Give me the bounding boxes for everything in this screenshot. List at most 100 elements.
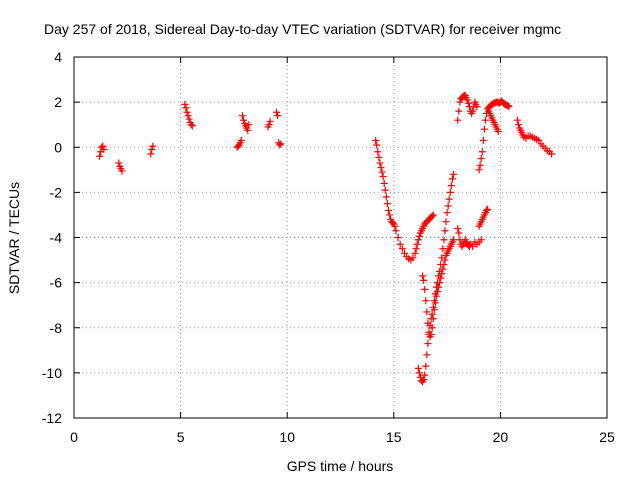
data-point (273, 108, 281, 116)
data-point (379, 173, 387, 181)
data-point (429, 315, 437, 323)
data-point (421, 285, 429, 293)
data-point (183, 108, 191, 116)
series-seg5 (233, 112, 253, 151)
data-point (187, 121, 195, 129)
x-tick-label: 10 (279, 429, 295, 445)
data-point (431, 299, 439, 307)
data-point (432, 292, 440, 300)
axis-ticks: 0 5 10 15 20 25 -12 -10 -8 -6 -4 -2 0 2 4 (42, 49, 615, 445)
y-tick-label: -6 (50, 275, 63, 291)
data-point (445, 195, 453, 203)
series-seg13 (475, 97, 513, 174)
x-tick-label: 5 (177, 429, 185, 445)
data-point (384, 206, 392, 214)
series-seg15 (513, 116, 556, 158)
data-point (99, 142, 107, 150)
series-seg8 (372, 136, 437, 264)
data-point (436, 279, 444, 287)
data-point (375, 153, 383, 161)
data-point (473, 103, 481, 111)
series-seg2 (115, 159, 126, 175)
y-tick-label: -10 (42, 365, 62, 381)
data-point (442, 218, 450, 226)
data-point (423, 308, 431, 316)
data-point (115, 159, 123, 167)
y-tick-label: 0 (54, 139, 62, 155)
data-point (454, 224, 462, 232)
data-point (118, 167, 126, 175)
x-tick-label: 15 (386, 429, 402, 445)
data-point (438, 270, 446, 278)
data-point (477, 236, 485, 244)
data-point (494, 127, 502, 135)
y-tick-label: -4 (50, 230, 63, 246)
series-seg14 (475, 107, 502, 230)
x-tick-label: 25 (599, 429, 615, 445)
data-point (148, 146, 156, 154)
data-point (414, 364, 422, 372)
data-point (463, 96, 471, 104)
data-point (147, 150, 155, 158)
data-point (444, 202, 452, 210)
data-point (454, 116, 462, 124)
data-point (515, 121, 523, 129)
data-point (277, 140, 285, 148)
data-point (372, 136, 380, 144)
data-point (469, 107, 477, 115)
grid-lines (74, 57, 607, 418)
data-point (448, 175, 456, 183)
data-point (382, 193, 390, 201)
data-point (245, 121, 253, 129)
data-point (440, 236, 448, 244)
data-point (479, 136, 487, 144)
data-point (449, 170, 457, 178)
data-point (443, 209, 451, 217)
y-tick-label: 4 (54, 49, 62, 65)
data-point (475, 166, 483, 174)
data-point (464, 99, 472, 107)
data-point (411, 249, 419, 257)
series-seg12 (454, 91, 481, 124)
series-seg6 (264, 117, 274, 131)
data-point (483, 206, 491, 214)
data-point (380, 179, 388, 187)
data-point (415, 369, 423, 377)
data-point (447, 182, 455, 190)
data-point (484, 205, 492, 213)
data-point (427, 331, 435, 339)
data-point (182, 104, 190, 112)
data-point (434, 288, 442, 296)
data-point (478, 148, 486, 156)
series-seg11 (454, 224, 485, 251)
data-point (181, 100, 189, 108)
data-point (149, 142, 157, 150)
data-points (96, 91, 556, 386)
data-point (481, 116, 489, 124)
data-point (504, 102, 512, 110)
data-point (374, 148, 382, 156)
data-point (428, 212, 436, 220)
data-point (188, 122, 196, 130)
data-point (476, 161, 484, 169)
data-point (455, 229, 463, 237)
data-point (238, 112, 246, 120)
data-point (420, 376, 428, 384)
data-point (424, 319, 432, 327)
x-tick-label: 0 (70, 429, 78, 445)
data-point (100, 146, 108, 154)
data-point (477, 155, 485, 163)
series-seg1 (96, 142, 108, 160)
data-point (439, 265, 447, 273)
data-point (513, 116, 521, 124)
series-seg3 (147, 142, 157, 158)
data-point (441, 227, 449, 235)
data-point (455, 107, 463, 115)
data-point (437, 274, 445, 282)
data-point (274, 112, 282, 120)
data-point (96, 152, 104, 160)
data-point (440, 261, 448, 269)
data-point (244, 126, 252, 134)
data-point (398, 245, 406, 253)
